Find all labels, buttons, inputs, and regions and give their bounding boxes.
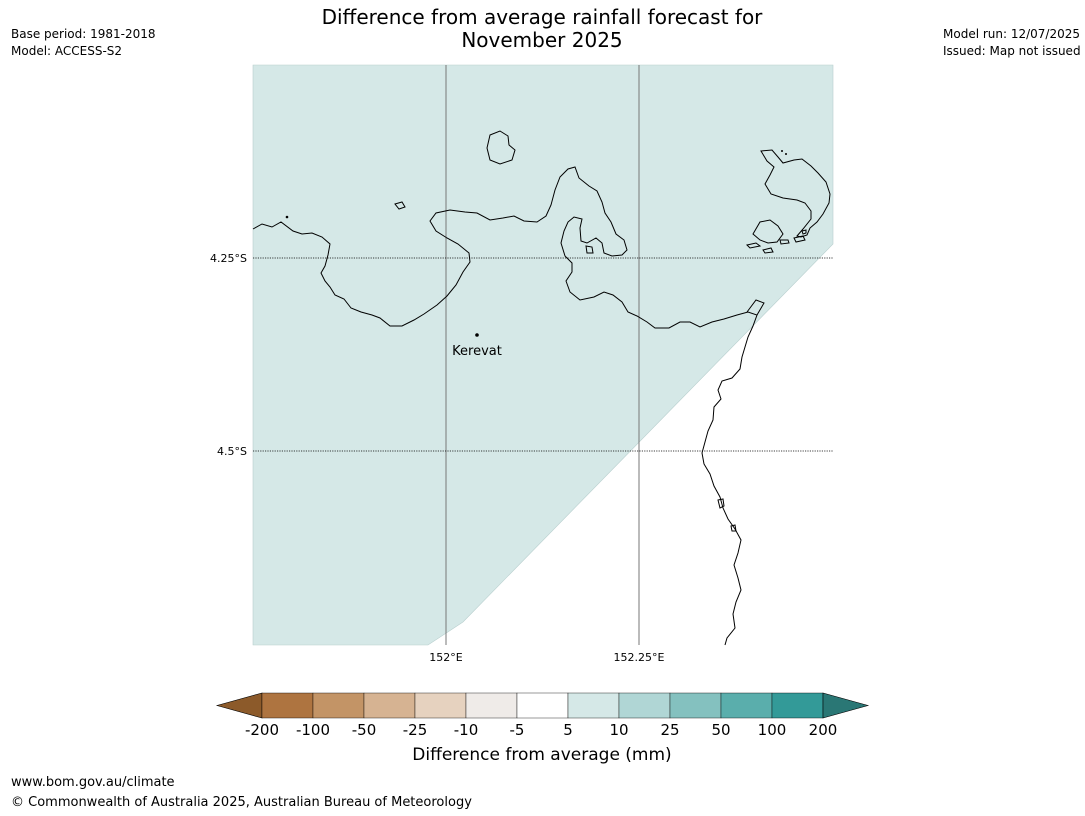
colorbar-bin: [720, 692, 773, 719]
meta-right: Model run: 12/07/2025 Issued: Map not is…: [943, 26, 1081, 60]
islet-2: [746, 242, 762, 249]
islet-dot-2: [781, 150, 783, 152]
colorbar-tick-label: -50: [352, 721, 377, 739]
model-run-text: Model run: 12/07/2025: [943, 27, 1081, 41]
colorbar-tick-label: 5: [563, 721, 573, 739]
colorbar-bin: [771, 692, 824, 719]
coastline-main: [252, 166, 758, 646]
colorbar-extend-low: [215, 692, 263, 719]
colorbar-tick-label: -200: [245, 721, 279, 739]
colorbar-bin: [414, 692, 467, 719]
islet-7: [717, 498, 725, 509]
lon-label-152-25: 152.25°E: [614, 651, 665, 664]
island-north: [486, 130, 516, 165]
kerevat-label: Kerevat: [452, 344, 502, 359]
colorbar-tick-label: 50: [711, 721, 730, 739]
colorbar-bin: [465, 692, 518, 719]
title-line-1: Difference from average rainfall forecas…: [321, 5, 763, 29]
colorbar-bin: [363, 692, 416, 719]
lat-label-4-5: 4.5°S: [217, 445, 247, 458]
island-east-lobe: [752, 219, 784, 244]
forecast-fill-area: [252, 64, 834, 646]
colorbar-extend-high: [822, 692, 870, 719]
colorbar-bin: [261, 692, 314, 719]
colorbar-bin: [669, 692, 722, 719]
coastline-east-peninsula: [746, 299, 765, 316]
colorbar-tick-label: 25: [660, 721, 679, 739]
colorbar-tick-label: 200: [809, 721, 838, 739]
colorbar-tick-label: 100: [758, 721, 787, 739]
island-northeast: [760, 149, 831, 238]
islet-8: [730, 524, 737, 532]
colorbar-bin: [312, 692, 365, 719]
islet-dot-3: [785, 153, 787, 155]
meta-left: Base period: 1981-2018 Model: ACCESS-S2: [11, 26, 156, 60]
islet-3: [762, 247, 774, 254]
colorbar-tick-label: 10: [609, 721, 628, 739]
map-title: Difference from average rainfall forecas…: [242, 6, 842, 52]
colorbar-bin: [516, 692, 569, 719]
islet-5: [793, 235, 806, 243]
islet-dot-1: [285, 215, 289, 219]
colorbar-tick-label: -25: [403, 721, 428, 739]
islet-1: [394, 201, 406, 210]
islet-4: [779, 239, 790, 245]
islet-9: [801, 229, 807, 235]
lat-label-4-25: 4.25°S: [210, 252, 247, 265]
islet-6: [585, 245, 594, 254]
lon-label-152: 152°E: [429, 651, 462, 664]
title-line-2: November 2025: [461, 28, 623, 52]
colorbar: -200 -100 -50 -25 -10 -5 5 10 25 50 100 200: [215, 692, 870, 739]
footer-url: www.bom.gov.au/climate: [11, 775, 175, 790]
colorbar-bin: [567, 692, 620, 719]
base-period-text: Base period: 1981-2018: [11, 27, 156, 41]
colorbar-tick-label: -100: [296, 721, 330, 739]
colorbar-tick-label: -5: [510, 721, 525, 739]
colorbar-bin: [618, 692, 671, 719]
colorbar-label: Difference from average (mm): [412, 745, 672, 765]
issued-text: Issued: Map not issued: [943, 44, 1081, 58]
footer-copyright: © Commonwealth of Australia 2025, Austra…: [11, 795, 472, 810]
colorbar-tick-label: -10: [454, 721, 479, 739]
kerevat-marker: [475, 333, 479, 337]
model-text: Model: ACCESS-S2: [11, 44, 123, 58]
